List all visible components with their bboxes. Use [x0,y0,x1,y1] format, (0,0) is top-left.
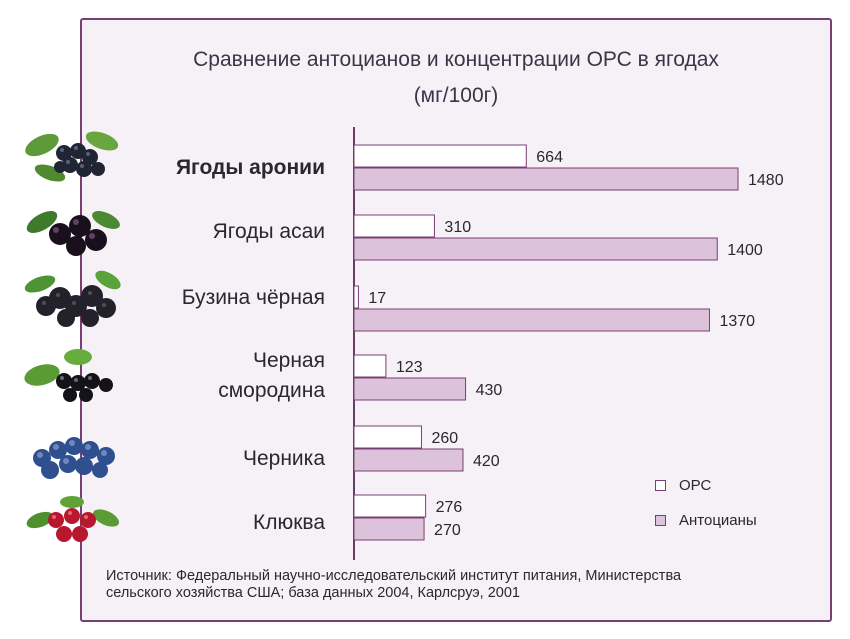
bar-label-opc: 276 [436,499,463,516]
legend-swatch-opc [655,480,666,491]
bar-label-anthocyanins: 1370 [719,313,755,330]
bar-label-anthocyanins: 420 [473,453,500,470]
category-label-aronia: Ягоды аронии [175,156,325,179]
bar-opc [353,425,422,449]
black-currant-icon [24,349,113,402]
aronia-berries-icon [25,131,119,182]
legend-swatch-anthocyanins [655,515,666,526]
category-label-cranberry: Клюква [252,511,325,534]
bar-label-anthocyanins: 430 [476,382,503,399]
source-line-2: сельского хозяйства США; база данных 200… [106,585,520,601]
bar-anthocyanins [353,377,467,401]
bar-opc [353,285,359,309]
cranberry-icon [26,496,120,542]
bar-label-opc: 664 [536,149,563,166]
category-label-currant: Черная смородина [218,349,325,402]
category-label-blueberry: Черника [242,447,325,470]
bar-label-anthocyanins: 1400 [727,242,763,259]
bar-anthocyanins [353,448,464,472]
bar-label-opc: 123 [396,359,423,376]
bar-opc [353,214,435,238]
black-elderberry-icon [24,270,121,327]
category-label-acai: Ягоды асаи [212,220,325,243]
bar-opc [353,144,527,168]
bar-opc [353,494,427,518]
bar-anthocyanins [353,308,710,332]
bar-label-opc: 310 [444,219,471,236]
chart-title-units: (мг/100г) [413,84,499,107]
blueberry-icon [33,437,115,479]
chart-title: Сравнение антоцианов и концентрации ОРС … [193,48,719,71]
bar-opc [353,354,387,378]
legend-label-anthocyanins: Антоцианы [679,512,757,529]
acai-berries-icon [26,211,120,256]
bar-label-anthocyanins: 270 [434,522,461,539]
bar-anthocyanins [353,517,425,541]
source-note: Источник: Федеральный научно-исследовате… [106,568,806,602]
source-line-1: Источник: Федеральный научно-исследовате… [106,568,682,584]
bar-anthocyanins [353,167,739,191]
bar-label-opc: 260 [431,430,458,447]
bar-label-anthocyanins: 1480 [748,172,784,189]
bar-label-opc: 17 [368,290,386,307]
bar-anthocyanins [353,237,718,261]
category-label-elderberry: Бузина чёрная [181,286,325,309]
legend-label-opc: ОРС [679,477,712,494]
